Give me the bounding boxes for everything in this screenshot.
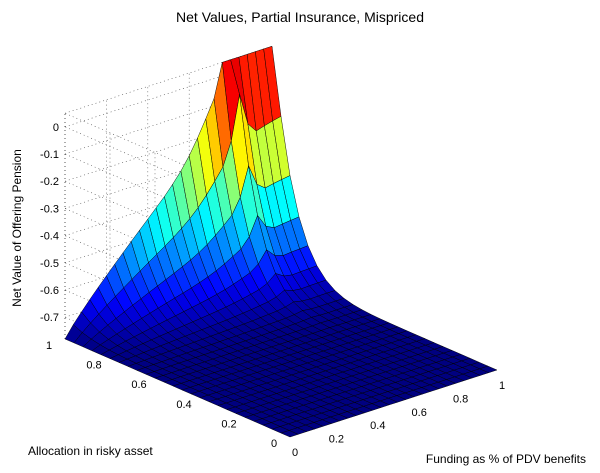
z-axis-tick-labels: 0 -0.1 -0.2 -0.3 -0.4 -0.5 -0.6 -0.7: [40, 122, 59, 324]
surface-mesh: [64, 45, 498, 438]
z-gridline: [64, 141, 273, 209]
x-tick-label: 0.2: [329, 434, 344, 446]
z-tick-label: -0.1: [40, 149, 59, 161]
y-tick-label: 0.2: [221, 418, 236, 430]
z-tick-label: -0.2: [40, 176, 59, 188]
z-gridline: [64, 59, 273, 128]
y-axis-tick-labels: 0 0.2 0.4 0.6 0.8 1: [46, 340, 277, 450]
y-tick-label: 0.8: [86, 360, 101, 372]
y-tick-label: 1: [46, 340, 52, 352]
chart-title: Net Values, Partial Insurance, Mispriced: [176, 9, 424, 25]
y-tick-label: 0.4: [176, 399, 191, 411]
z-tick-label: 0: [53, 122, 59, 134]
z-tick-label: -0.3: [40, 203, 59, 215]
x-tick-label: 0.4: [370, 420, 385, 432]
x-tick-label: 1: [499, 380, 505, 392]
x-tick-label: 0.8: [453, 393, 468, 405]
surface-cell: [479, 365, 498, 373]
y-axis-label: Allocation in risky asset: [28, 444, 153, 458]
z-tick-label: -0.6: [40, 285, 59, 297]
x-tick-label: 0: [292, 447, 298, 459]
z-tick-label: -0.7: [40, 312, 59, 324]
y-tick-label: 0: [271, 438, 277, 450]
z-tick-label: -0.5: [40, 258, 59, 270]
x-tick-label: 0.6: [412, 407, 427, 419]
z-tick-label: -0.4: [40, 231, 59, 243]
z-axis-label: Net Value of Offering Pension: [10, 149, 24, 307]
z-gridline: [64, 86, 273, 155]
x-axis-tick-labels: 0 0.2 0.4 0.6 0.8 1: [292, 380, 505, 459]
y-tick-label: 0.6: [131, 379, 146, 391]
z-gridline: [64, 113, 273, 182]
x-axis-label: Funding as % of PDV benefits: [426, 452, 586, 466]
box-edge: [64, 45, 273, 114]
